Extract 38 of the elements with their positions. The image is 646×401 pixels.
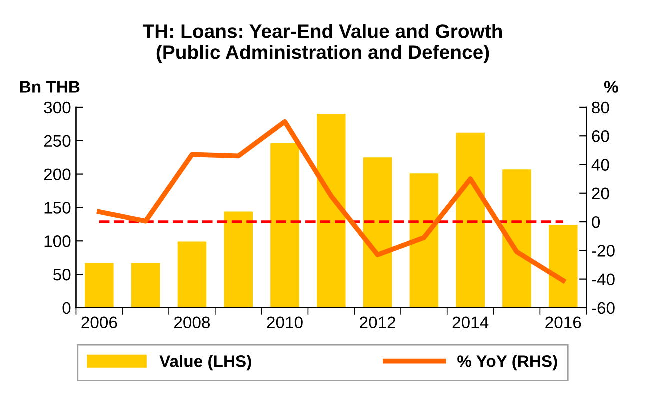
legend-label: Value (LHS): [160, 355, 252, 371]
y2-tick-label: -20: [592, 245, 615, 257]
y-tick-label: 300: [44, 102, 71, 114]
line-series: [96, 119, 566, 284]
bar: [131, 263, 160, 308]
y-tick-label: 100: [44, 236, 71, 248]
y-tick-label: 150: [44, 202, 71, 214]
y-tick-label: 250: [44, 135, 71, 148]
bar: [548, 225, 578, 308]
y2-tick-label: 20: [592, 188, 610, 200]
x-tick-label: 2016: [546, 316, 582, 329]
bar: [178, 242, 207, 308]
y2-tick-label: -40: [592, 274, 615, 286]
bar: [456, 132, 485, 308]
bar: [224, 212, 253, 308]
y2-tick-label: 40: [592, 159, 610, 171]
bar: [85, 263, 114, 308]
y2-tick-label: 60: [592, 130, 610, 142]
legend-label: % YoY (RHS): [458, 355, 558, 371]
bar: [410, 174, 439, 308]
bar: [270, 144, 300, 308]
x-tick-label: 2014: [452, 316, 489, 329]
bar: [317, 114, 346, 308]
y2-tick-label: -60: [592, 302, 615, 314]
x-tick-label: 2006: [82, 316, 118, 329]
y-tick-label: 0: [62, 302, 71, 314]
x-tick-label: 2010: [267, 316, 303, 329]
y-axis-title: Bn THB: [20, 81, 80, 93]
y2-tick-label: 0: [592, 216, 600, 228]
y-tick-label: 200: [44, 168, 71, 181]
x-tick-label: 2008: [174, 316, 210, 329]
bar: [363, 158, 392, 308]
bar: [502, 170, 532, 308]
x-tick-label: 2012: [360, 316, 396, 329]
chart-title: TH: Loans: Year-End Value and Growth (Public Administration and Defence): [142, 24, 502, 64]
y2-tick-label: 80: [592, 102, 610, 114]
y-tick-label: 50: [53, 268, 71, 281]
y2-axis-title: %: [604, 81, 618, 93]
